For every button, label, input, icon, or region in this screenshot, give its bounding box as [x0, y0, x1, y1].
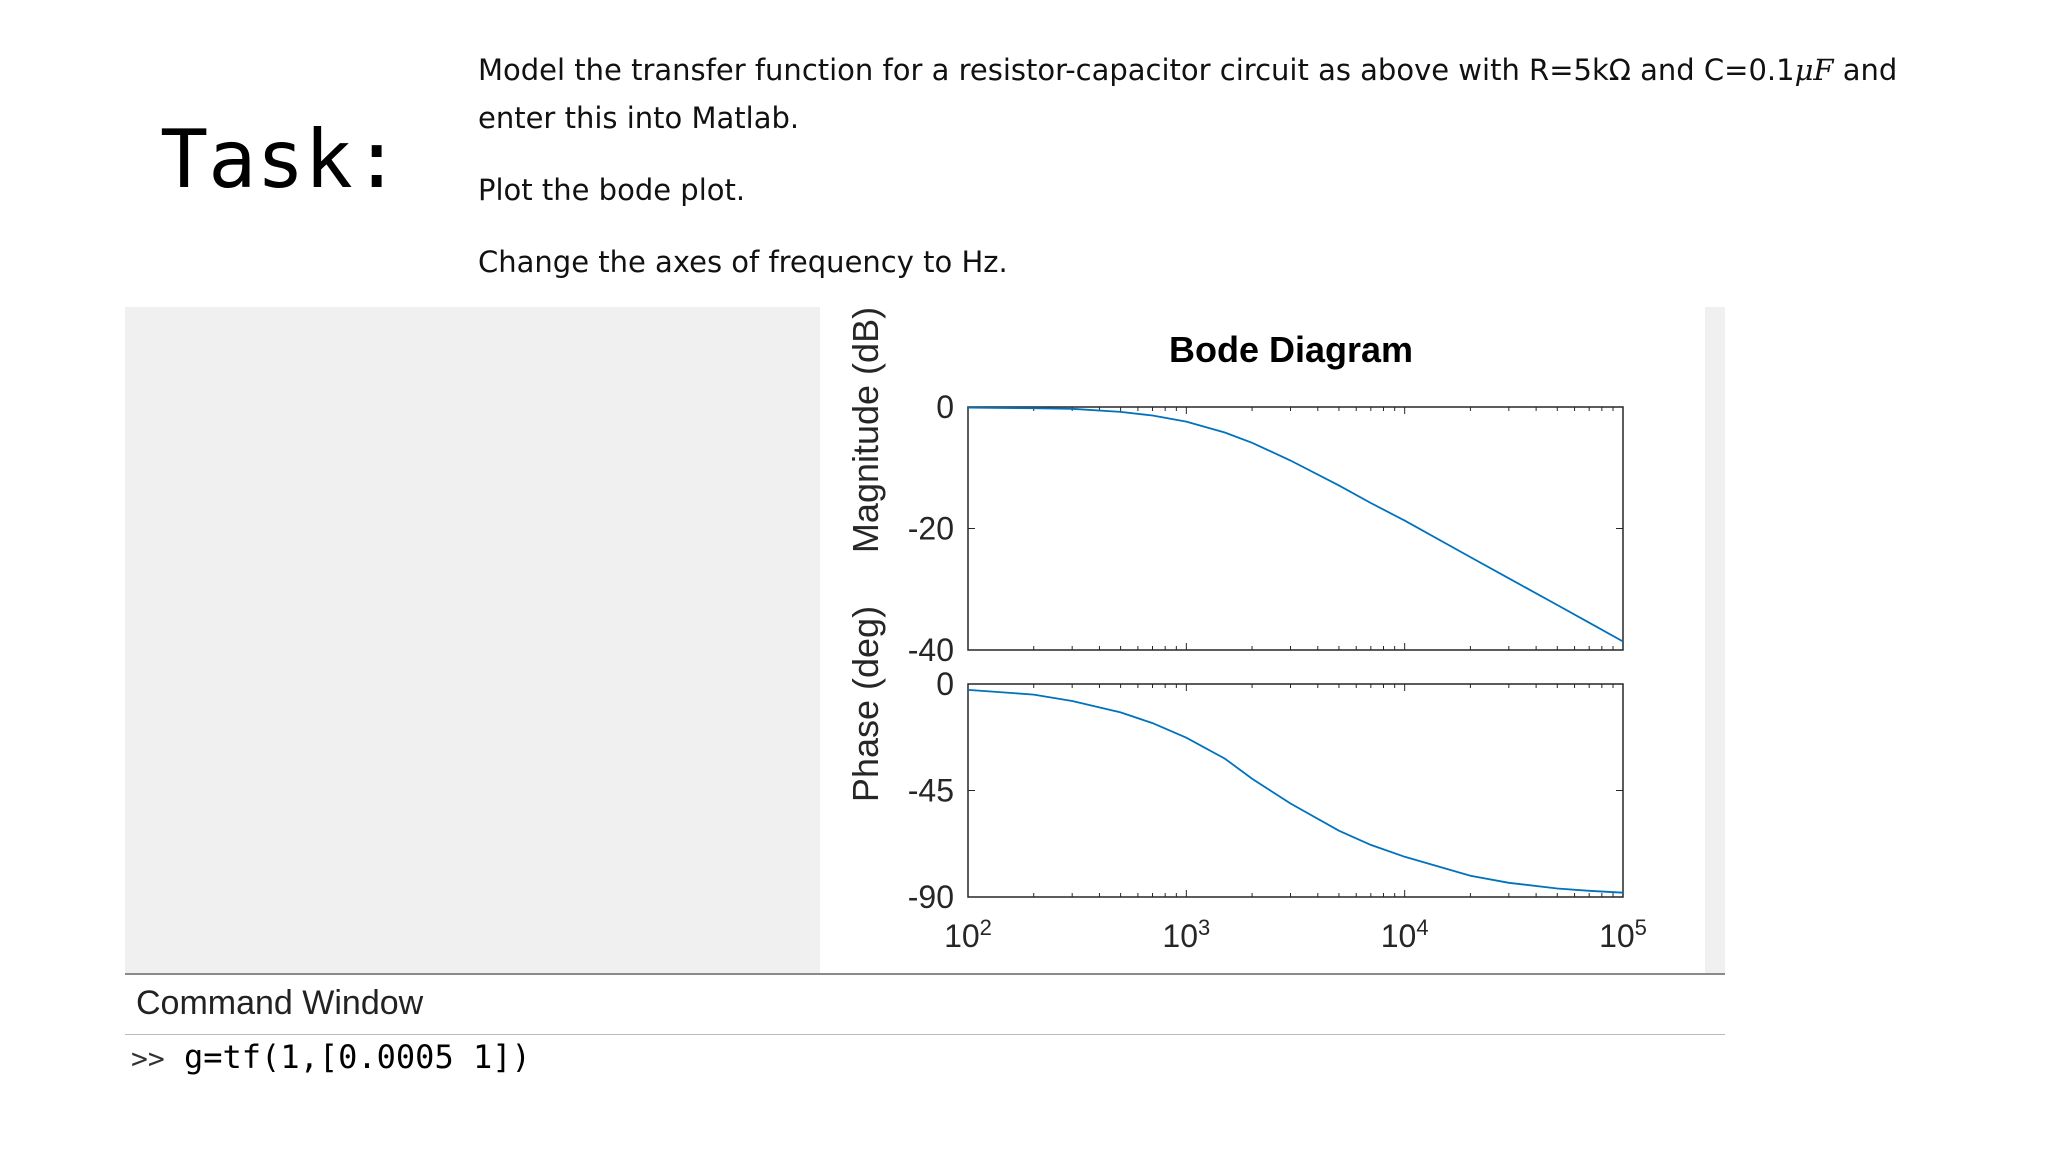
phase-axes: 0 -45 -90 [908, 666, 1624, 915]
instruction-plot: Plot the bode plot. [478, 173, 746, 207]
figure-left-panel [125, 307, 820, 973]
command-window-title: Command Window [136, 984, 424, 1022]
instruction-model-text-end: and enter this into Matlab. [478, 53, 1898, 135]
phase-ytick-label: -90 [908, 879, 954, 915]
figure-plot-area: 0 -20 -40 0 -45 -90 102 103 104 105 Bode Diagra… [820, 307, 1705, 973]
instruction-model: Model the transfer function for a resist… [478, 46, 1938, 142]
magnitude-curve [967, 406, 1624, 643]
phase-ytick-label: -45 [908, 773, 954, 809]
magnitude-ytick-label: 0 [936, 389, 954, 425]
magnitude-ylabel: Magnitude (dB) [845, 307, 886, 553]
task-title: Task: [160, 113, 401, 206]
task-instructions: Model the transfer function for a resist… [478, 46, 1938, 310]
command-line[interactable]: >> g=tf(1,[0.0005 1]) [131, 1038, 531, 1076]
instruction-axes: Change the axes of frequency to Hz. [478, 245, 1008, 279]
frequency-tick-label: 105 [1599, 915, 1647, 954]
chart-title: Bode Diagram [1169, 329, 1413, 370]
phase-frame [967, 683, 1624, 898]
phase-ylabel: Phase (deg) [845, 606, 886, 802]
phase-ytick-label: 0 [936, 666, 954, 702]
magnitude-axes: 0 -20 -40 [908, 389, 1624, 668]
bode-diagram: 0 -20 -40 0 -45 -90 102 103 104 105 Bode Diagra… [845, 307, 1647, 954]
magnitude-frame [967, 406, 1624, 651]
magnitude-ytick-label: -20 [908, 511, 954, 547]
frequency-tick-label: 103 [1162, 915, 1210, 954]
phase-curve [967, 689, 1624, 894]
frequency-tick-label: 104 [1381, 915, 1429, 954]
frequency-tick-label: 102 [944, 915, 992, 954]
command-window-divider [125, 1034, 1725, 1035]
capacitance-unit: μF [1794, 53, 1834, 87]
command-text[interactable]: g=tf(1,[0.0005 1]) [183, 1038, 531, 1076]
figure-bottom-divider [125, 973, 1725, 975]
frequency-tick-labels: 102 103 104 105 [944, 915, 1647, 954]
figure-right-strip [1705, 307, 1725, 973]
command-prompt: >> [131, 1042, 165, 1075]
instruction-model-text: Model the transfer function for a resist… [478, 53, 1795, 87]
magnitude-ytick-label: -40 [908, 632, 954, 668]
